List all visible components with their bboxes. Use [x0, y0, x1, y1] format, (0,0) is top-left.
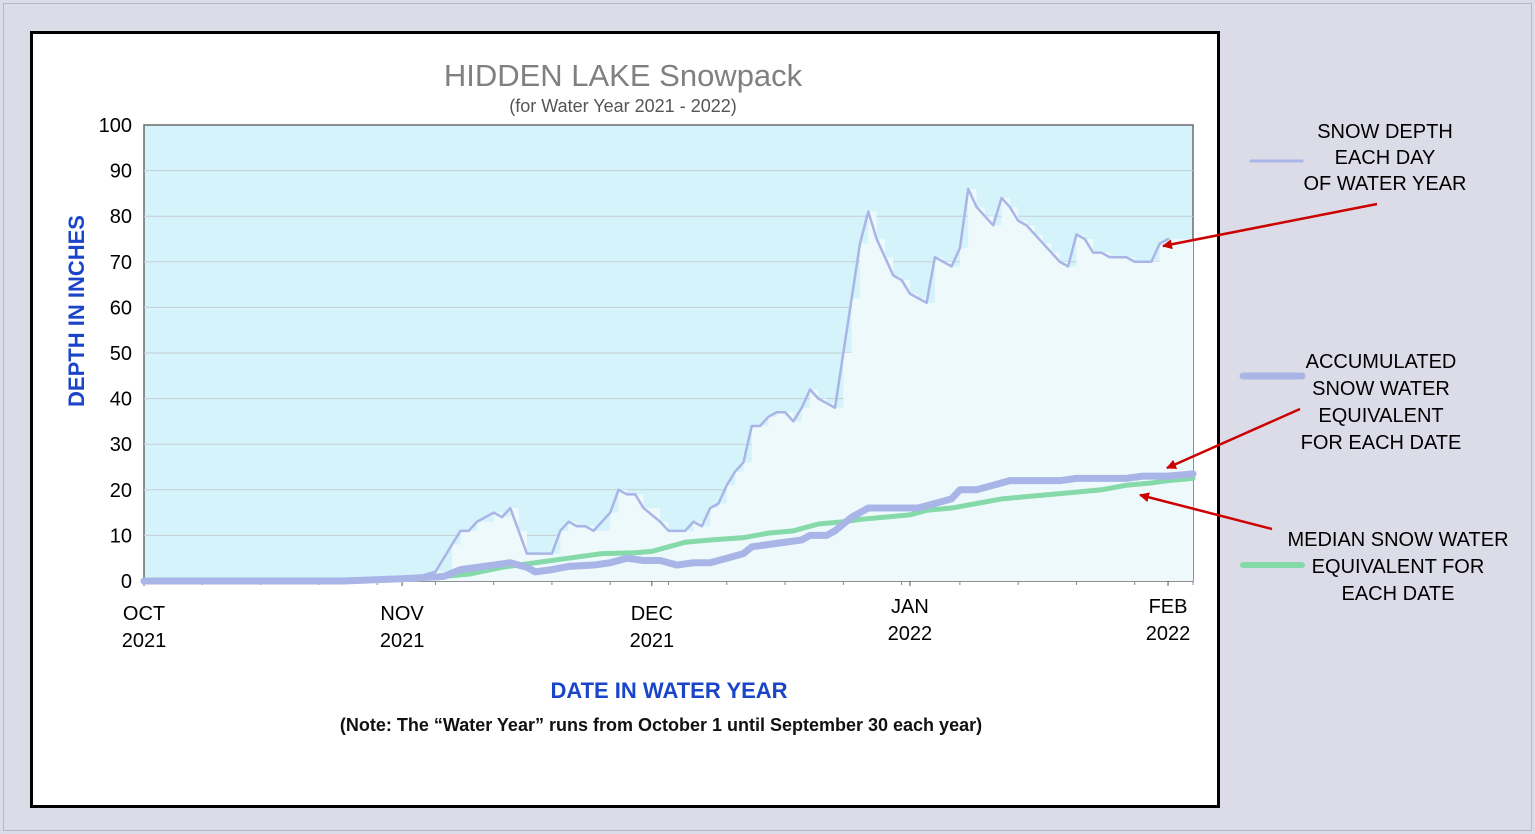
swe-legend-text: SNOW WATER: [1312, 378, 1450, 400]
x-tick-month: NOV: [380, 603, 424, 625]
depth-legend-text: SNOW DEPTH: [1317, 121, 1453, 143]
x-tick-month: FEB: [1149, 596, 1188, 618]
y-tick-label: 60: [110, 297, 132, 319]
median-legend-text: MEDIAN SNOW WATER: [1287, 529, 1508, 551]
water-year-note: (Note: The “Water Year” runs from Octobe…: [340, 715, 982, 735]
x-tick-year: 2021: [630, 630, 675, 652]
snow-depth-line: [142, 187, 1170, 583]
x-tick-year: 2022: [1146, 623, 1191, 645]
x-tick-month: JAN: [891, 596, 929, 618]
y-tick-label: 80: [110, 206, 132, 228]
depth-legend-text: EACH DAY: [1335, 147, 1436, 169]
swe-arrow: [1166, 407, 1301, 470]
chart-title: HIDDEN LAKE Snowpack: [444, 58, 803, 93]
median-arrow: [1139, 492, 1273, 531]
y-axis-title: DEPTH IN INCHES: [64, 215, 89, 407]
swe-legend-text: ACCUMULATED: [1306, 351, 1457, 373]
y-tick-label: 100: [99, 115, 132, 137]
y-tick-label: 10: [110, 525, 132, 547]
accumulated-swe-line: [140, 470, 1197, 585]
x-tick-year: 2021: [122, 630, 167, 652]
y-tick-label: 50: [110, 343, 132, 365]
x-axis-ticks: OCT 2021 NOV 2021 DEC 2021 JAN 2022 FEB 2022: [122, 581, 1194, 652]
snow-depth-fill: [144, 188, 1193, 581]
y-tick-label: 90: [110, 161, 132, 183]
series-lines: [140, 187, 1197, 585]
snow-depth-area: [144, 188, 1193, 581]
y-tick-label: 70: [110, 252, 132, 274]
x-axis-title: DATE IN WATER YEAR: [550, 678, 787, 703]
y-tick-label: 40: [110, 389, 132, 411]
y-tick-label: 30: [110, 434, 132, 456]
depth-arrow: [1162, 202, 1378, 250]
median-legend-text: EQUIVALENT FOR: [1312, 556, 1485, 578]
chart-subtitle: (for Water Year 2021 - 2022): [509, 96, 736, 116]
median-legend-text: EACH DATE: [1342, 583, 1455, 605]
annotations: SNOW DEPTH EACH DAY OF WATER YEAR ACCUMULAT…: [1139, 121, 1509, 605]
x-tick-month: OCT: [123, 603, 165, 625]
swe-legend-text: EQUIVALENT: [1318, 405, 1443, 427]
x-tick-year: 2022: [888, 623, 933, 645]
x-tick-year: 2021: [380, 630, 425, 652]
y-tick-label: 20: [110, 480, 132, 502]
y-tick-label: 0: [121, 571, 132, 593]
depth-legend-text: OF WATER YEAR: [1304, 173, 1467, 195]
y-axis-ticks: 0 10 20 30 40 50 60 70 80 90 100: [99, 115, 132, 593]
x-tick-month: DEC: [631, 603, 673, 625]
swe-legend-text: FOR EACH DATE: [1301, 432, 1462, 454]
